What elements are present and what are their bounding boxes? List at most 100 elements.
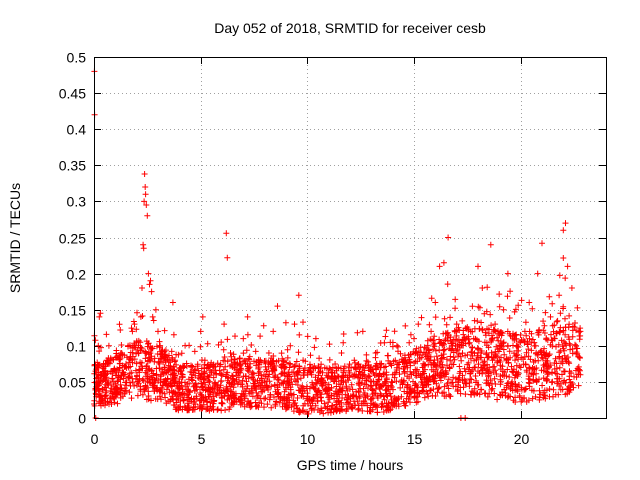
data-point [307, 402, 314, 409]
data-point [449, 342, 456, 349]
data-point [244, 313, 251, 320]
data-point [372, 401, 379, 408]
data-point [145, 396, 152, 403]
data-point [181, 403, 188, 410]
data-point [244, 363, 251, 370]
data-point [378, 401, 385, 408]
data-point [204, 387, 211, 394]
data-point [492, 381, 499, 387]
data-point [553, 365, 560, 372]
data-point [401, 400, 408, 407]
data-point [510, 397, 517, 404]
data-point [311, 344, 318, 351]
data-point [559, 343, 566, 350]
data-point [557, 324, 564, 331]
data-point [283, 386, 289, 393]
data-point [219, 400, 226, 407]
data-point [156, 360, 163, 367]
data-point [127, 353, 134, 360]
data-point [419, 371, 426, 378]
data-point [380, 393, 387, 400]
data-point [261, 395, 268, 402]
data-point [382, 333, 389, 340]
data-point [149, 345, 155, 352]
data-point [364, 393, 371, 400]
data-point [96, 348, 103, 355]
data-point [142, 184, 149, 190]
data-point [210, 400, 217, 407]
data-point [504, 342, 511, 349]
data-point [464, 351, 471, 358]
data-point [390, 386, 396, 393]
data-point [402, 322, 409, 329]
data-point [549, 300, 556, 307]
data-point [359, 407, 366, 414]
data-point [526, 335, 533, 342]
data-point [348, 404, 355, 411]
data-point [500, 346, 507, 353]
data-point [189, 371, 196, 378]
y-tick-label: 0.15 [59, 303, 86, 319]
data-point [252, 348, 259, 355]
data-point [520, 361, 527, 368]
data-point [491, 363, 498, 370]
data-point [295, 368, 301, 375]
data-point [536, 396, 543, 403]
data-point [359, 328, 366, 335]
data-point [447, 337, 454, 344]
data-point [361, 381, 368, 388]
data-point [152, 306, 159, 313]
data-point [559, 386, 566, 393]
data-point [572, 320, 578, 326]
data-point [397, 384, 404, 391]
data-point [403, 360, 410, 367]
data-point [412, 349, 419, 356]
data-point [281, 388, 288, 395]
data-point [492, 352, 499, 359]
data-point [283, 395, 290, 402]
data-point [196, 397, 203, 404]
data-point [543, 368, 550, 375]
data-point [250, 376, 257, 383]
data-point [144, 375, 151, 382]
data-point [312, 402, 319, 409]
data-point [486, 382, 493, 389]
data-point [365, 372, 372, 379]
data-point [459, 350, 466, 357]
data-point [130, 318, 137, 325]
data-point [500, 340, 507, 347]
data-point [450, 361, 457, 368]
data-point [168, 348, 175, 355]
data-point [297, 375, 304, 382]
data-point [373, 365, 379, 372]
data-point [201, 357, 208, 364]
data-point [197, 390, 203, 396]
data-point [331, 405, 337, 412]
data-point [228, 381, 235, 388]
data-point [334, 373, 341, 380]
data-point [226, 406, 233, 413]
data-point [363, 351, 370, 358]
data-point [566, 368, 573, 375]
data-point [112, 393, 119, 400]
data-point [143, 384, 150, 391]
data-point [553, 318, 560, 325]
data-point [198, 405, 205, 412]
data-point [433, 380, 440, 387]
data-point [552, 355, 559, 362]
data-point [525, 353, 532, 360]
data-point [251, 384, 258, 391]
data-point [457, 390, 464, 397]
data-point [373, 380, 380, 387]
data-point [443, 321, 450, 328]
data-point [549, 343, 556, 350]
data-point [520, 356, 527, 363]
data-point [291, 321, 298, 328]
data-point [453, 332, 460, 339]
data-point [565, 386, 572, 393]
data-point [523, 367, 530, 374]
data-point [221, 354, 228, 360]
data-point [556, 354, 563, 361]
data-point [114, 400, 121, 407]
data-point [291, 402, 298, 409]
